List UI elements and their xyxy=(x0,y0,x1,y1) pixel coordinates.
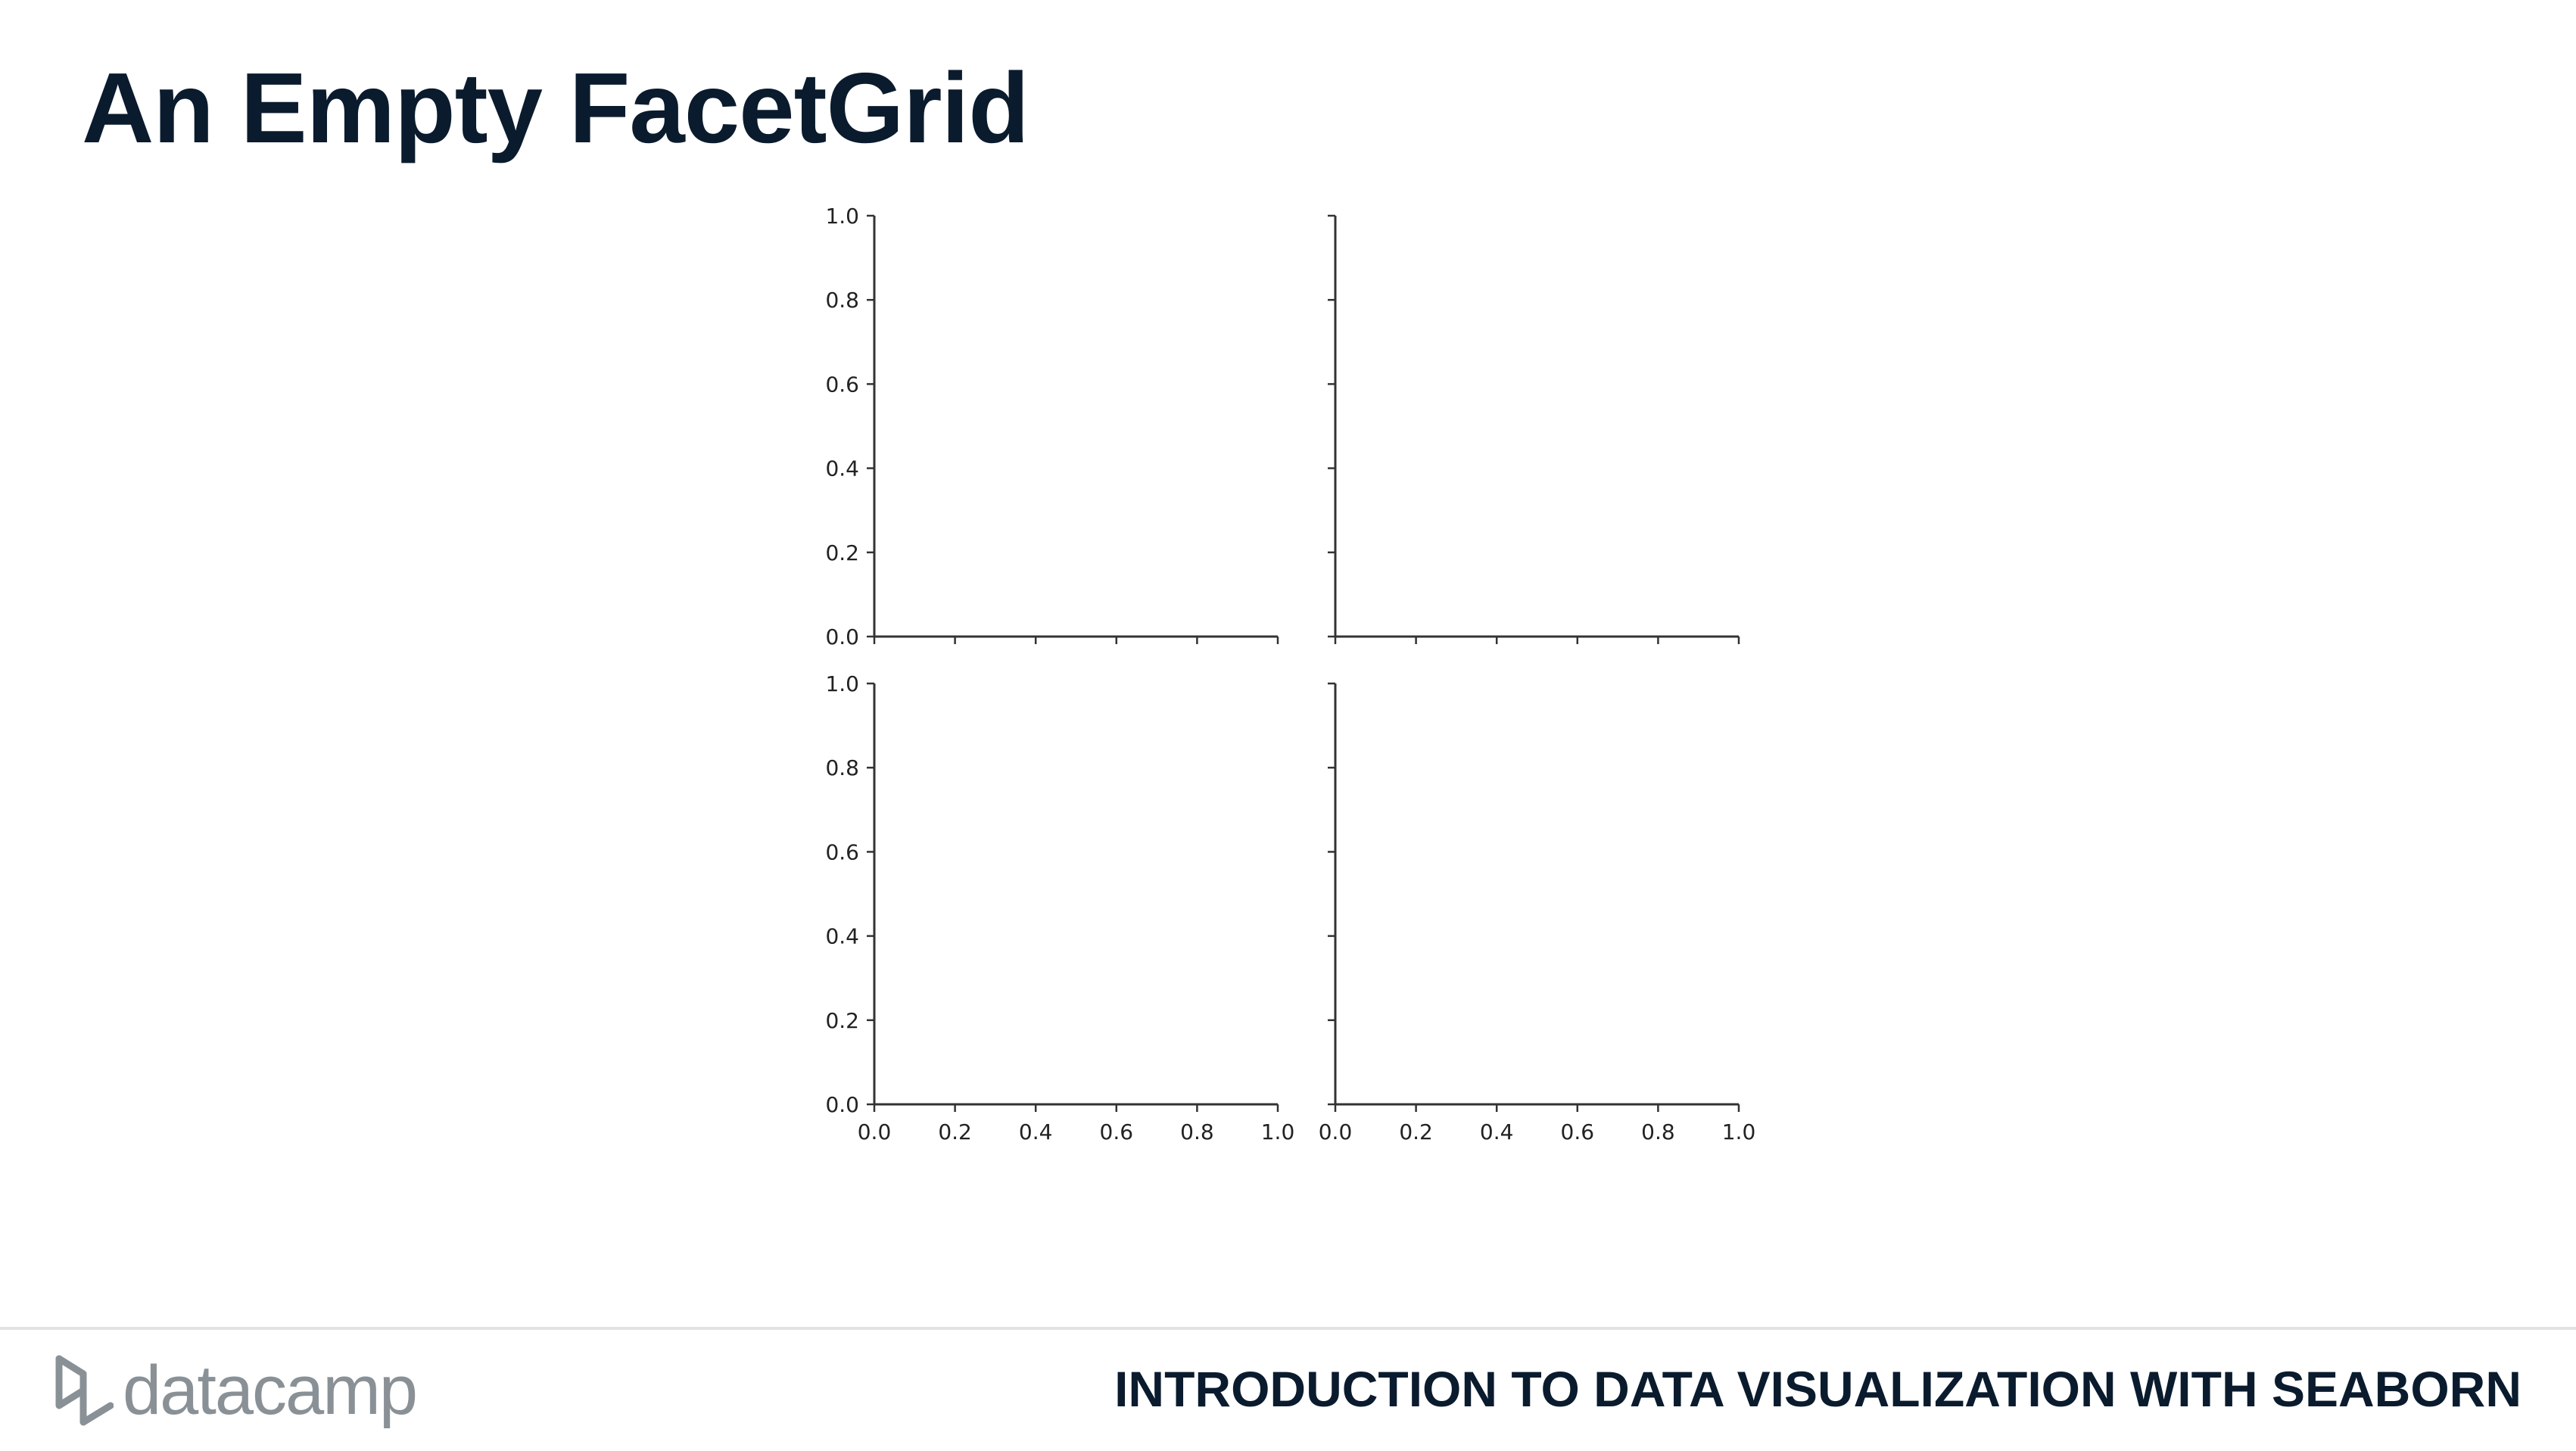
datacamp-wordmark: datacamp xyxy=(123,1352,418,1429)
x-tick-label: 0.6 xyxy=(1561,1119,1595,1144)
x-tick-label: 0.0 xyxy=(858,1119,892,1144)
footer-divider xyxy=(0,1327,2576,1330)
x-tick-label: 0.8 xyxy=(1641,1119,1675,1144)
y-tick-label: 0.8 xyxy=(825,288,859,313)
course-title: INTRODUCTION TO DATA VISUALIZATION WITH … xyxy=(1114,1361,2521,1417)
datacamp-logo: datacamp xyxy=(53,1349,418,1432)
y-tick-label: 0.2 xyxy=(825,540,859,565)
x-tick-label: 0.0 xyxy=(1319,1119,1353,1144)
x-tick-label: 0.8 xyxy=(1180,1119,1214,1144)
y-tick-label: 0.0 xyxy=(825,1092,859,1117)
y-tick-label: 0.4 xyxy=(825,456,859,481)
y-tick-label: 0.2 xyxy=(825,1008,859,1033)
x-tick-label: 0.2 xyxy=(938,1119,972,1144)
y-tick-label: 0.6 xyxy=(825,839,859,864)
facet-1-0: 0.0 0.2 0.4 0.6 0.8 1.0 0.0 0.2 0.4 0.6 0.8 1.0 xyxy=(825,671,1294,1144)
x-tick-label: 0.2 xyxy=(1399,1119,1433,1144)
facet-0-0: 0.0 0.2 0.4 0.6 0.8 1.0 xyxy=(825,204,1279,649)
y-tick-label: 0.8 xyxy=(825,755,859,780)
x-tick-label: 0.4 xyxy=(1480,1119,1514,1144)
y-tick-label: 0.0 xyxy=(825,624,859,649)
y-tick-label: 1.0 xyxy=(825,204,859,229)
x-tick-label: 1.0 xyxy=(1261,1119,1295,1144)
x-tick-label: 0.4 xyxy=(1019,1119,1053,1144)
facet-1-1: 0.0 0.2 0.4 0.6 0.8 1.0 xyxy=(1319,682,1756,1144)
x-tick-label: 1.0 xyxy=(1722,1119,1756,1144)
datacamp-logo-icon xyxy=(55,1355,114,1426)
y-tick-label: 0.4 xyxy=(825,924,859,949)
y-tick-label: 0.6 xyxy=(825,372,859,397)
slide-title: An Empty FacetGrid xyxy=(82,52,1029,163)
facet-0-1 xyxy=(1328,214,1740,644)
x-tick-label: 0.6 xyxy=(1100,1119,1134,1144)
y-tick-label: 1.0 xyxy=(825,671,859,696)
facet-grid-chart: 0.00.20.40.60.81.00.00.20.40.60.81.00.0 0… xyxy=(825,204,1756,1144)
